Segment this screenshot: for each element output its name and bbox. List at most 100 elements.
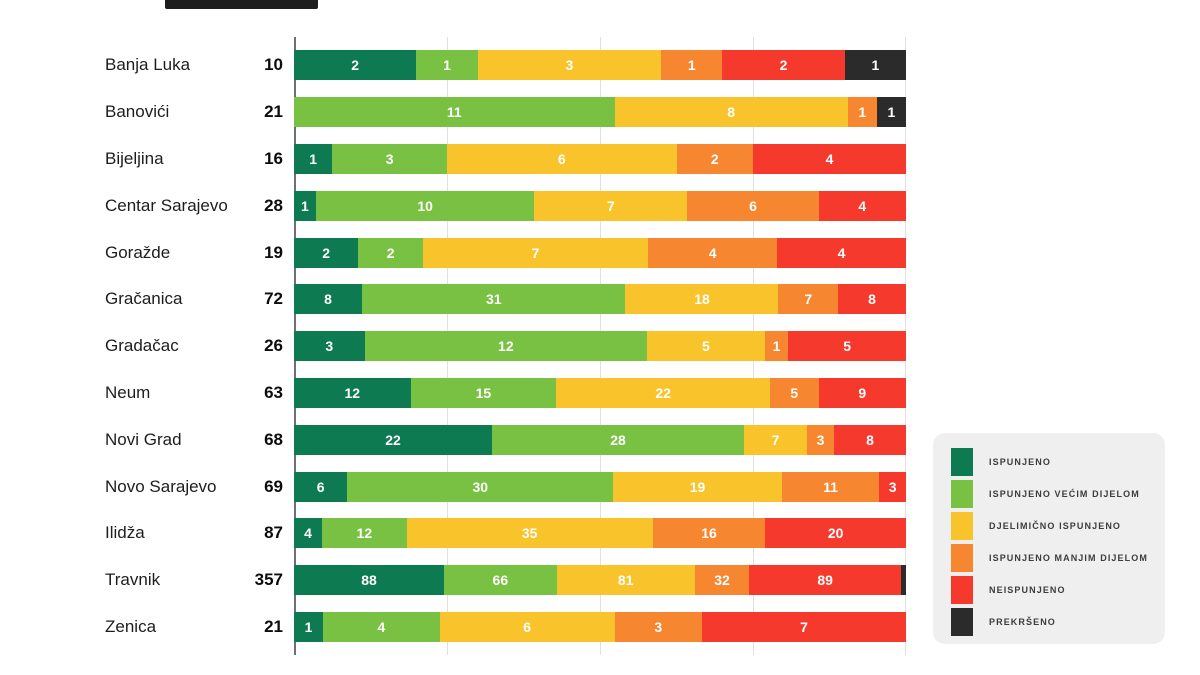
bar-segment-ispunjeno: 3 — [294, 331, 365, 362]
row-total: 28 — [264, 195, 283, 215]
bar-segment-ispunjeno-vecim-dijelom: 12 — [364, 331, 648, 362]
bar-segment-ispunjeno: 1 — [294, 611, 324, 642]
bar-segment-ispunjeno-vecim-dijelom: 66 — [444, 565, 557, 596]
legend-item-ispunjeno: ISPUNJENO — [951, 446, 1155, 478]
bar-segment-djelimicno-ispunjeno: 7 — [744, 424, 807, 455]
chart-legend: ISPUNJENO ISPUNJENO VEĆIM DIJELOM DJELIMIČ… — [933, 433, 1165, 644]
bar-segment-ispunjeno: 6 — [294, 471, 348, 502]
bar-segment-neispunjeno: 4 — [818, 190, 906, 221]
bar-segment-ispunjeno-vecim-dijelom: 2 — [358, 237, 423, 268]
bar-segment-ispunjeno-vecim-dijelom: 11 — [294, 97, 615, 128]
bar-segment-value: 11 — [446, 104, 462, 121]
chart-row: Gradačac 26 3 12 5 1 5 — [0, 323, 906, 370]
bar-segment-value: 2 — [710, 150, 719, 167]
bar-segment-value: 5 — [702, 338, 710, 355]
bar-segment-value: 22 — [655, 384, 671, 401]
row-bar: 12 15 22 5 9 — [294, 377, 906, 408]
row-label: Neum — [105, 382, 151, 402]
row-total: 69 — [264, 476, 283, 496]
bar-segment-ispunjeno-manjim-dijelom: 6 — [687, 190, 819, 221]
bar-segment-value: 6 — [316, 478, 325, 495]
bar-segment-ispunjeno: 1 — [294, 143, 333, 174]
bar-segment-value: 1 — [887, 104, 896, 121]
bar-segment-djelimicno-ispunjeno: 81 — [556, 565, 695, 596]
bar-segment-ispunjeno-manjim-dijelom: 11 — [781, 471, 880, 502]
row-label: Novi Grad — [105, 429, 182, 449]
legend-swatch-ispunjeno-vecim-dijelom — [951, 480, 973, 508]
bar-segment-value: 4 — [837, 244, 846, 261]
bar-segment-ispunjeno: 12 — [294, 377, 411, 408]
row-label: Goražde — [105, 242, 171, 262]
row-label-column: Neum 63 — [0, 383, 294, 403]
bar-segment-ispunjeno-vecim-dijelom: 31 — [361, 284, 626, 315]
row-bar: 1 3 6 2 4 — [294, 143, 906, 174]
bar-segment-value: 4 — [858, 197, 867, 214]
bar-segment-ispunjeno-vecim-dijelom: 3 — [332, 143, 447, 174]
row-total: 87 — [264, 523, 283, 543]
legend-swatch-djelimicno-ispunjeno — [951, 512, 973, 540]
bar-segment-ispunjeno: 8 — [294, 284, 362, 315]
bar-segment-prekrseno — [901, 565, 906, 596]
bar-segment-value: 8 — [727, 104, 736, 121]
bar-segment-value: 11 — [823, 478, 838, 495]
bar-segment-ispunjeno: 1 — [294, 190, 316, 221]
chart-row: Banja Luka 10 2 1 3 1 2 1 — [0, 42, 906, 89]
bar-segment-value: 32 — [714, 572, 730, 589]
bar-segment-ispunjeno: 2 — [294, 50, 417, 81]
bar-segment-neispunjeno: 7 — [701, 611, 906, 642]
row-label: Zenica — [105, 616, 157, 636]
legend-item-prekrseno: PREKRŠENO — [951, 606, 1155, 638]
row-label-column: Ilidža 87 — [0, 523, 294, 543]
bar-segment-value: 8 — [868, 291, 876, 308]
bar-segment-value: 2 — [351, 57, 360, 74]
bar-segment-value: 7 — [531, 244, 540, 261]
bar-segment-value: 8 — [324, 291, 332, 308]
bar-segment-value: 7 — [771, 431, 780, 448]
bar-segment-djelimicno-ispunjeno: 7 — [422, 237, 649, 268]
bar-segment-djelimicno-ispunjeno: 8 — [614, 97, 848, 128]
bar-segment-djelimicno-ispunjeno: 18 — [625, 284, 779, 315]
bar-segment-value: 2 — [779, 57, 788, 74]
bar-segment-value: 6 — [523, 618, 532, 635]
legend-label: ISPUNJENO MANJIM DIJELOM — [989, 553, 1148, 563]
bar-segment-neispunjeno: 4 — [777, 237, 906, 268]
bar-segment-value: 12 — [344, 384, 361, 401]
bar-segment-djelimicno-ispunjeno: 6 — [447, 143, 677, 174]
row-label: Bijeljina — [105, 148, 164, 168]
cropped-top-bar — [165, 0, 318, 9]
bar-segment-value: 1 — [301, 197, 309, 214]
bar-segment-value: 1 — [871, 57, 880, 74]
row-label-column: Banovići 21 — [0, 102, 294, 122]
legend-label: NEISPUNJENO — [989, 585, 1066, 595]
bar-segment-ispunjeno-manjim-dijelom: 32 — [694, 565, 750, 596]
bar-segment-value: 4 — [708, 244, 717, 261]
row-label-column: Bijeljina 16 — [0, 149, 294, 169]
chart-row: Ilidža 87 4 12 35 16 20 — [0, 510, 906, 557]
bar-segment-ispunjeno: 22 — [294, 424, 492, 455]
bar-segment-value: 3 — [654, 618, 663, 635]
bar-segment-neispunjeno: 5 — [788, 331, 906, 362]
row-total: 10 — [264, 55, 283, 75]
row-label: Centar Sarajevo — [105, 195, 228, 215]
bar-segment-ispunjeno-vecim-dijelom: 1 — [416, 50, 478, 81]
bar-segment-ispunjeno-manjim-dijelom: 5 — [769, 377, 819, 408]
row-bar: 3 12 5 1 5 — [294, 331, 906, 362]
bar-segment-value: 28 — [610, 431, 626, 448]
row-label: Banovići — [105, 102, 170, 122]
bar-segment-value: 3 — [565, 57, 574, 74]
legend-item-ispunjeno-manjim-dijelom: ISPUNJENO MANJIM DIJELOM — [951, 542, 1155, 574]
bar-segment-value: 12 — [356, 525, 373, 542]
legend-item-ispunjeno-vecim-dijelom: ISPUNJENO VEĆIM DIJELOM — [951, 478, 1155, 510]
row-total: 357 — [254, 570, 283, 590]
row-total: 68 — [264, 429, 283, 449]
legend-label: PREKRŠENO — [989, 617, 1056, 627]
bar-segment-ispunjeno-vecim-dijelom: 15 — [410, 377, 557, 408]
chart-row: Gračanica 72 8 31 18 7 8 — [0, 276, 906, 323]
bar-segment-value: 1 — [309, 150, 318, 167]
bar-segment-ispunjeno-manjim-dijelom: 3 — [807, 424, 834, 455]
legend-swatch-prekrseno — [951, 608, 973, 636]
chart-row: Travnik 357 88 66 81 32 89 — [0, 557, 906, 604]
bar-segment-prekrseno: 1 — [876, 97, 906, 128]
row-label: Novo Sarajevo — [105, 476, 217, 496]
bar-segment-value: 19 — [689, 478, 706, 495]
